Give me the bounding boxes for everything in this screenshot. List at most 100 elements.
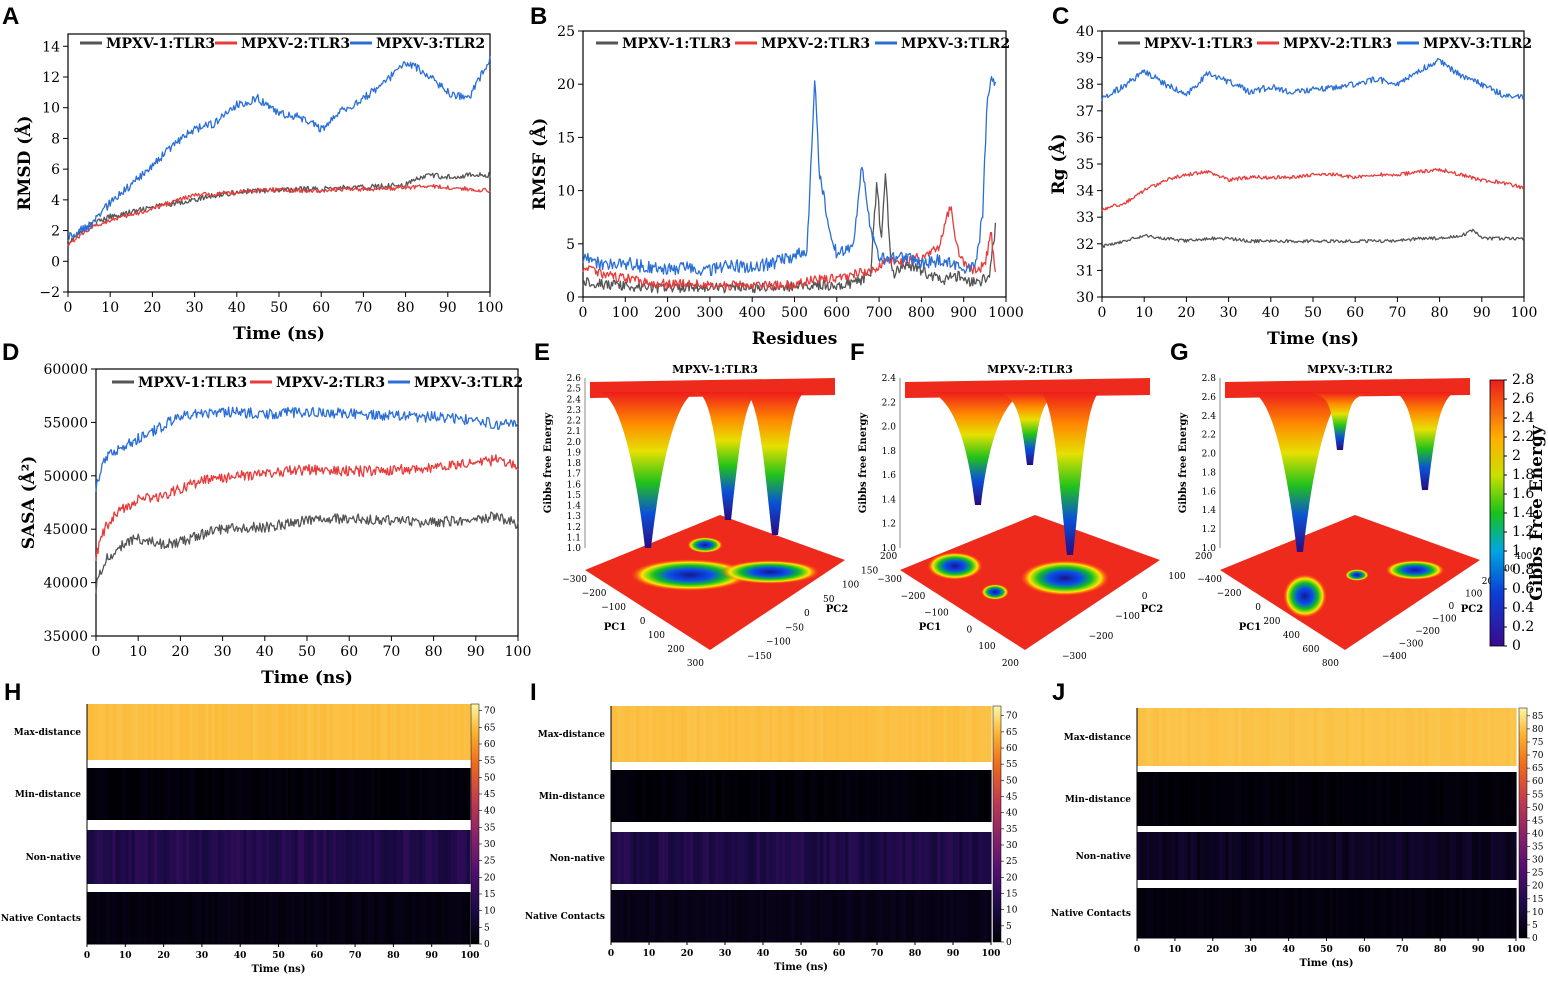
heatmap-cell bbox=[163, 892, 168, 944]
y-tick-label: 40000 bbox=[43, 576, 88, 592]
heatmap-cell bbox=[96, 830, 101, 884]
row-label: Native Contacts bbox=[1051, 909, 1131, 919]
heatmap-cell bbox=[93, 830, 98, 884]
heatmap-cell bbox=[1367, 832, 1372, 880]
heatmap-cell bbox=[1285, 832, 1290, 880]
heatmap-cell bbox=[671, 890, 675, 942]
heatmap-cell bbox=[759, 832, 764, 884]
heatmap-cell bbox=[441, 892, 446, 944]
heatmap-cell bbox=[393, 892, 398, 944]
heatmap-cell bbox=[1162, 832, 1167, 880]
heatmap-cell bbox=[880, 832, 884, 884]
heatmap-cell bbox=[1427, 708, 1432, 766]
heatmap-cell bbox=[205, 830, 209, 884]
heatmap-cell bbox=[1503, 832, 1508, 880]
heatmap-cell bbox=[157, 768, 162, 820]
heatmap-cell bbox=[329, 768, 334, 820]
heatmap-cell bbox=[1200, 708, 1204, 766]
row-label: Non-native bbox=[550, 854, 606, 864]
z-tick-label: 1.0 bbox=[1202, 544, 1217, 554]
heatmap-cell bbox=[1269, 832, 1274, 880]
heatmap-cell bbox=[1354, 772, 1359, 826]
heatmap-cell bbox=[1209, 888, 1214, 938]
x-tick-label: 0 bbox=[608, 949, 614, 959]
heatmap-cell bbox=[968, 770, 973, 822]
heatmap-cell bbox=[1364, 888, 1369, 938]
heatmap-cell bbox=[339, 830, 343, 884]
heatmap-cell bbox=[1310, 888, 1315, 938]
x-tick-label: 60 bbox=[312, 300, 330, 316]
z-tick-label: 1.5 bbox=[567, 491, 582, 501]
heatmap-cell bbox=[1389, 888, 1394, 938]
heatmap-cell bbox=[198, 830, 203, 884]
heatmap-cell bbox=[677, 706, 682, 762]
heatmap-cell bbox=[122, 768, 126, 820]
heatmap-row bbox=[87, 892, 471, 944]
heatmap-cell bbox=[1440, 772, 1444, 826]
heatmap-cell bbox=[310, 704, 315, 760]
heatmap-cell bbox=[953, 770, 957, 822]
heatmap-cell bbox=[740, 770, 745, 822]
heatmap-cell bbox=[759, 890, 764, 942]
heatmap-cell bbox=[1408, 888, 1413, 938]
heatmap-cell bbox=[813, 832, 818, 884]
heatmap-cell bbox=[358, 892, 363, 944]
heatmap-cell bbox=[1332, 772, 1337, 826]
heatmap-cell bbox=[390, 830, 394, 884]
heatmap-cell bbox=[1490, 832, 1495, 880]
heatmap-cell bbox=[125, 768, 130, 820]
heatmap-cell bbox=[1449, 772, 1454, 826]
heatmap-cell bbox=[835, 890, 840, 942]
heatmap-cell bbox=[807, 770, 812, 822]
heatmap-cell bbox=[106, 768, 110, 820]
heatmap-cell bbox=[731, 770, 736, 822]
heatmap-cell bbox=[972, 890, 976, 942]
heatmap-cell bbox=[1348, 772, 1353, 826]
heatmap-cell bbox=[712, 706, 717, 762]
heatmap-cell bbox=[633, 890, 637, 942]
heatmap-cell bbox=[1298, 832, 1302, 880]
heatmap-cell bbox=[797, 770, 802, 822]
heatmap-cell bbox=[905, 706, 910, 762]
heatmap-cell bbox=[1373, 772, 1378, 826]
heatmap-cell bbox=[680, 706, 685, 762]
pc2-tick-label: 50 bbox=[823, 595, 835, 605]
heatmap-cell bbox=[1503, 708, 1508, 766]
heatmap-cell bbox=[984, 832, 989, 884]
heatmap-cell bbox=[639, 832, 644, 884]
colorbar-tick-label: 1.8 bbox=[1512, 467, 1534, 483]
x-tick-label: 0 bbox=[84, 951, 90, 961]
heatmap-cell bbox=[1140, 772, 1144, 826]
heatmap-cell bbox=[185, 830, 190, 884]
heatmap-cell bbox=[1291, 708, 1296, 766]
heatmap-cell bbox=[217, 704, 222, 760]
heatmap-cell bbox=[642, 706, 647, 762]
heatmap-cell bbox=[361, 830, 366, 884]
heatmap-cell bbox=[205, 704, 209, 760]
heatmap-cell bbox=[829, 832, 834, 884]
heatmap-cell bbox=[1339, 888, 1343, 938]
heatmap-cell bbox=[99, 768, 104, 820]
heatmap-cell bbox=[457, 830, 462, 884]
heatmap-cell bbox=[791, 706, 796, 762]
heatmap-cell bbox=[668, 832, 672, 884]
heatmap-cell bbox=[409, 768, 414, 820]
heatmap-cell bbox=[1370, 888, 1375, 938]
heatmap-cell bbox=[1348, 888, 1353, 938]
heatmap-cell bbox=[832, 832, 837, 884]
heatmap-cell bbox=[198, 892, 203, 944]
heatmap-cell bbox=[300, 768, 305, 820]
pc1-tick-label: 400 bbox=[1283, 631, 1300, 641]
heatmap-cell bbox=[380, 704, 385, 760]
heatmap-cell bbox=[425, 704, 430, 760]
heatmap-cell bbox=[339, 704, 343, 760]
x-tick-label: 80 bbox=[397, 300, 415, 316]
heatmap-cell bbox=[1335, 832, 1340, 880]
heatmap-cell bbox=[965, 706, 970, 762]
heatmap-cell bbox=[1405, 772, 1410, 826]
heatmap-cell bbox=[243, 768, 248, 820]
heatmap-cell bbox=[412, 704, 417, 760]
heatmap-cell bbox=[930, 706, 935, 762]
chart-title: MPXV-1:TLR3 bbox=[672, 363, 758, 376]
heatmap-cell bbox=[813, 890, 818, 942]
